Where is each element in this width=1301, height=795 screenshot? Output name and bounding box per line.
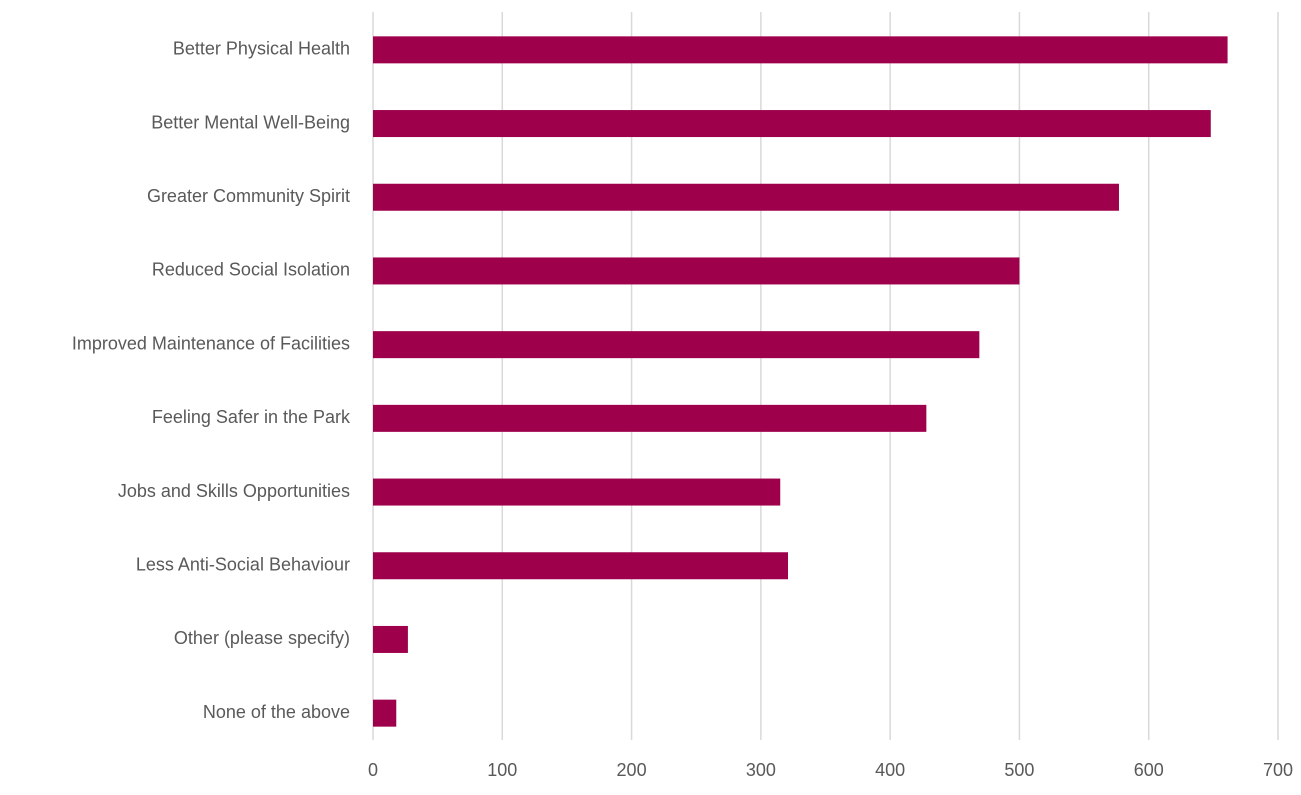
x-tick-label: 500: [1004, 760, 1034, 780]
bar: [373, 36, 1228, 64]
bar: [373, 478, 781, 506]
category-label: Greater Community Spirit: [147, 186, 350, 206]
bar: [373, 625, 408, 653]
bar: [373, 552, 789, 580]
bar: [373, 404, 927, 432]
bar: [373, 183, 1119, 211]
bars: [373, 36, 1228, 727]
x-tick-label: 0: [368, 760, 378, 780]
bar: [373, 110, 1211, 138]
category-label: Improved Maintenance of Facilities: [72, 333, 350, 353]
bar: [373, 699, 397, 727]
x-tick-label: 700: [1263, 760, 1293, 780]
x-axis-tick-labels: 0 100 200 300 400 500 600 700: [368, 760, 1293, 780]
category-label: None of the above: [203, 702, 350, 722]
x-tick-label: 300: [746, 760, 776, 780]
category-label: Better Mental Well-Being: [151, 112, 350, 132]
category-label: Less Anti-Social Behaviour: [136, 555, 350, 575]
category-labels: Better Physical Health Better Mental Well…: [72, 39, 351, 722]
category-label: Better Physical Health: [173, 39, 350, 59]
category-label: Feeling Safer in the Park: [152, 407, 351, 427]
category-label: Reduced Social Isolation: [152, 260, 350, 280]
category-label: Jobs and Skills Opportunities: [118, 481, 350, 501]
x-tick-label: 600: [1134, 760, 1164, 780]
bar: [373, 331, 980, 359]
x-tick-label: 200: [617, 760, 647, 780]
x-tick-label: 400: [875, 760, 905, 780]
bar: [373, 257, 1020, 285]
x-tick-label: 100: [487, 760, 517, 780]
category-label: Other (please specify): [174, 628, 350, 648]
